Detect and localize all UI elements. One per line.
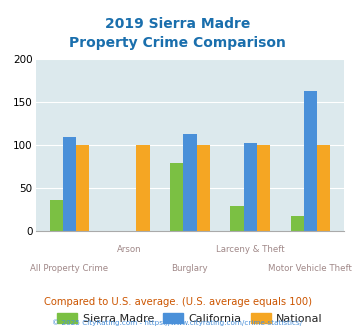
Text: Burglary: Burglary	[171, 264, 208, 273]
Text: Arson: Arson	[118, 245, 142, 254]
Bar	[290, 216, 304, 231]
Bar	[76, 145, 89, 231]
Bar	[230, 206, 244, 231]
Bar	[244, 143, 257, 231]
Text: 2019 Sierra Madre: 2019 Sierra Madre	[105, 16, 250, 30]
Text: © 2025 CityRating.com - https://www.cityrating.com/crime-statistics/: © 2025 CityRating.com - https://www.city…	[53, 319, 302, 326]
Bar	[197, 145, 210, 231]
Bar	[170, 163, 183, 231]
Legend: Sierra Madre, California, National: Sierra Madre, California, National	[53, 309, 327, 328]
Text: Property Crime Comparison: Property Crime Comparison	[69, 36, 286, 50]
Text: Motor Vehicle Theft: Motor Vehicle Theft	[268, 264, 353, 273]
Bar	[317, 145, 330, 231]
Bar	[63, 137, 76, 231]
Bar	[257, 145, 270, 231]
Text: All Property Crime: All Property Crime	[31, 264, 109, 273]
Bar	[50, 200, 63, 231]
Text: Larceny & Theft: Larceny & Theft	[216, 245, 284, 254]
Bar	[304, 91, 317, 231]
Text: Compared to U.S. average. (U.S. average equals 100): Compared to U.S. average. (U.S. average …	[44, 297, 311, 307]
Bar	[183, 134, 197, 231]
Bar	[136, 145, 149, 231]
